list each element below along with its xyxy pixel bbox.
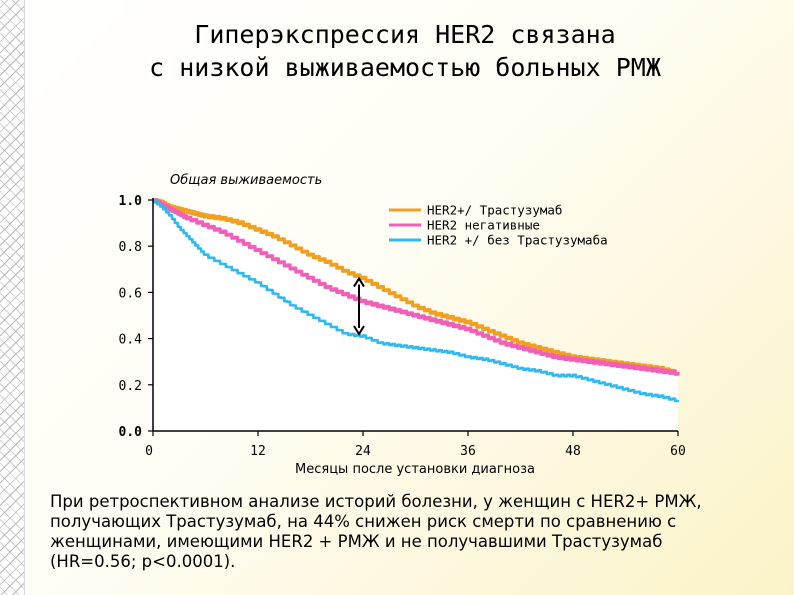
caption-line-2: получающих Трастузумаб, на 44% снижен ри…: [50, 512, 677, 531]
series-line-3: [153, 198, 680, 403]
x-tick-label: 36: [460, 444, 476, 459]
difference-arrow-head-up: [353, 276, 365, 288]
y-tick-label: 0.8: [119, 240, 142, 255]
series-line-2: [152, 198, 680, 376]
caption-line-4: (HR=0.56; p<0.0001).: [50, 552, 236, 571]
title-line-2: с низкой выживаемостью больных РМЖ: [149, 53, 661, 82]
caption-line-3: женщинами, имеющими HER2 + РМЖ и не полу…: [50, 532, 663, 551]
y-tick-label: 0.6: [119, 286, 142, 301]
x-tick-label: 48: [565, 444, 581, 459]
x-tick-label: 12: [250, 444, 266, 459]
legend-label-1: HER2+/ Трастузумаб: [427, 203, 562, 218]
x-tick-label: 0: [145, 444, 153, 459]
x-tick-label: 60: [670, 444, 686, 459]
x-axis-label: Месяцы после установки диагноза: [295, 462, 535, 477]
title-line-1: Гиперэкспрессия HER2 связана: [194, 20, 616, 49]
slide-title: Гиперэкспрессия HER2 связана с низкой вы…: [60, 18, 750, 84]
decorative-border: [0, 0, 25, 595]
y-tick-label: 0.4: [119, 333, 143, 348]
legend-label-2: HER2 негативные: [427, 218, 540, 233]
legend-label-3: HER2 +/ без Трастузумаба: [427, 233, 608, 248]
y-tick-label: 1.0: [119, 194, 143, 209]
x-tick-label: 24: [355, 444, 371, 459]
axes-layer: 0.0 0.2 0.4 0.6 0.8 1.0 0 12 24 36 48 60: [119, 194, 686, 459]
y-tick-label: 0.0: [119, 425, 143, 440]
caption: При ретроспективном анализе историй боле…: [50, 492, 770, 572]
series-layer: [152, 198, 680, 403]
difference-arrow-head-down: [353, 325, 365, 336]
y-tick-label: 0.2: [119, 379, 142, 394]
caption-line-1: При ретроспективном анализе историй боле…: [50, 492, 702, 511]
chart-title: Общая выживаемость: [170, 173, 322, 188]
